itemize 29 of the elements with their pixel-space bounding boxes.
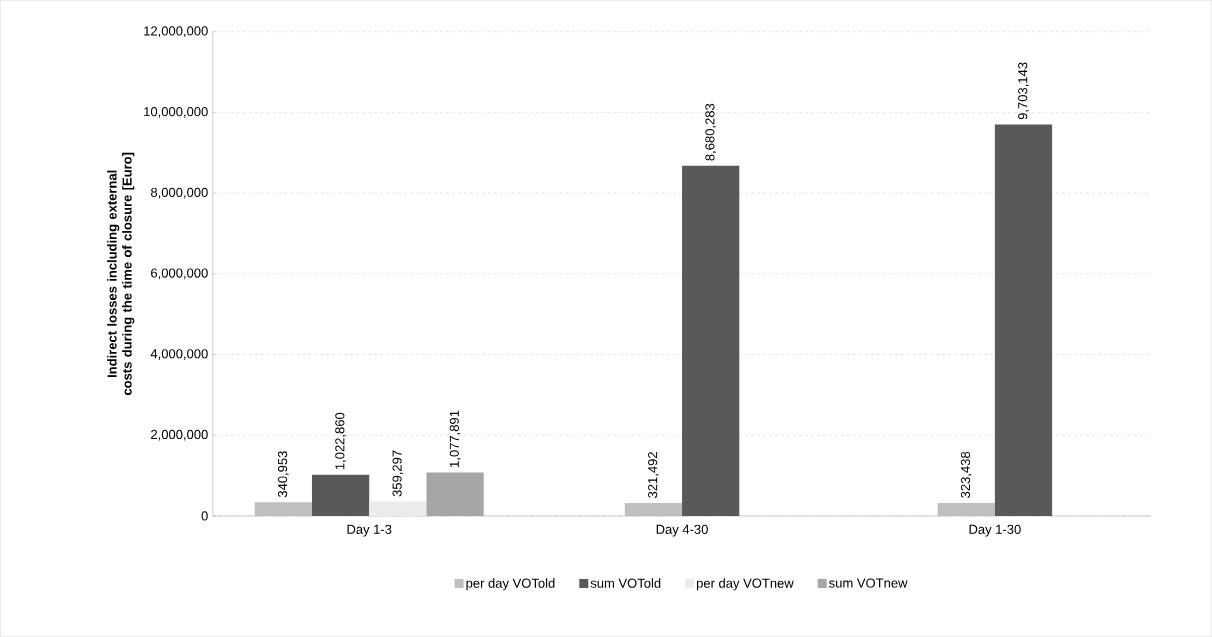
data-label: 9,703,143 — [1018, 62, 1029, 120]
legend-label: per day VOTnew — [696, 578, 794, 591]
data-label: 8,680,283 — [705, 103, 717, 161]
y-axis-title: Indirect losses including external costs during the time of closure [Euro] — [107, 152, 135, 396]
bar — [311, 474, 370, 517]
data-label: 359,297 — [392, 450, 404, 497]
legend-label: sum VOTold — [590, 578, 661, 588]
bar — [426, 472, 484, 517]
x-tick-label: Day 4-30 — [656, 524, 708, 537]
data-label: 321,492 — [648, 452, 659, 499]
x-tick-label: Day 1-3 — [347, 524, 392, 537]
data-label: 1,022,860 — [335, 412, 346, 470]
y-tick-label: 0 — [201, 511, 208, 521]
y-tick-label: 4,000,000 — [150, 349, 208, 361]
data-label: 1,077,891 — [449, 410, 461, 468]
legend-label: sum VOTnew — [829, 578, 908, 588]
x-tick-label: Day 1-30 — [969, 524, 1021, 537]
bar — [937, 503, 995, 517]
bar — [369, 501, 427, 517]
data-label: 340,953 — [277, 451, 289, 498]
legend-label: per day VOTold — [466, 578, 555, 591]
y-tick-label: 12,000,000 — [144, 26, 208, 38]
y-tick-label: 6,000,000 — [151, 268, 208, 280]
y-tick-label: 2,000,000 — [151, 430, 208, 441]
bar — [994, 124, 1053, 517]
bar — [254, 502, 312, 517]
y-tick-label: 8,000,000 — [150, 187, 208, 199]
y-tick-label: 10,000,000 — [144, 107, 208, 118]
data-label: 323,438 — [960, 452, 972, 498]
